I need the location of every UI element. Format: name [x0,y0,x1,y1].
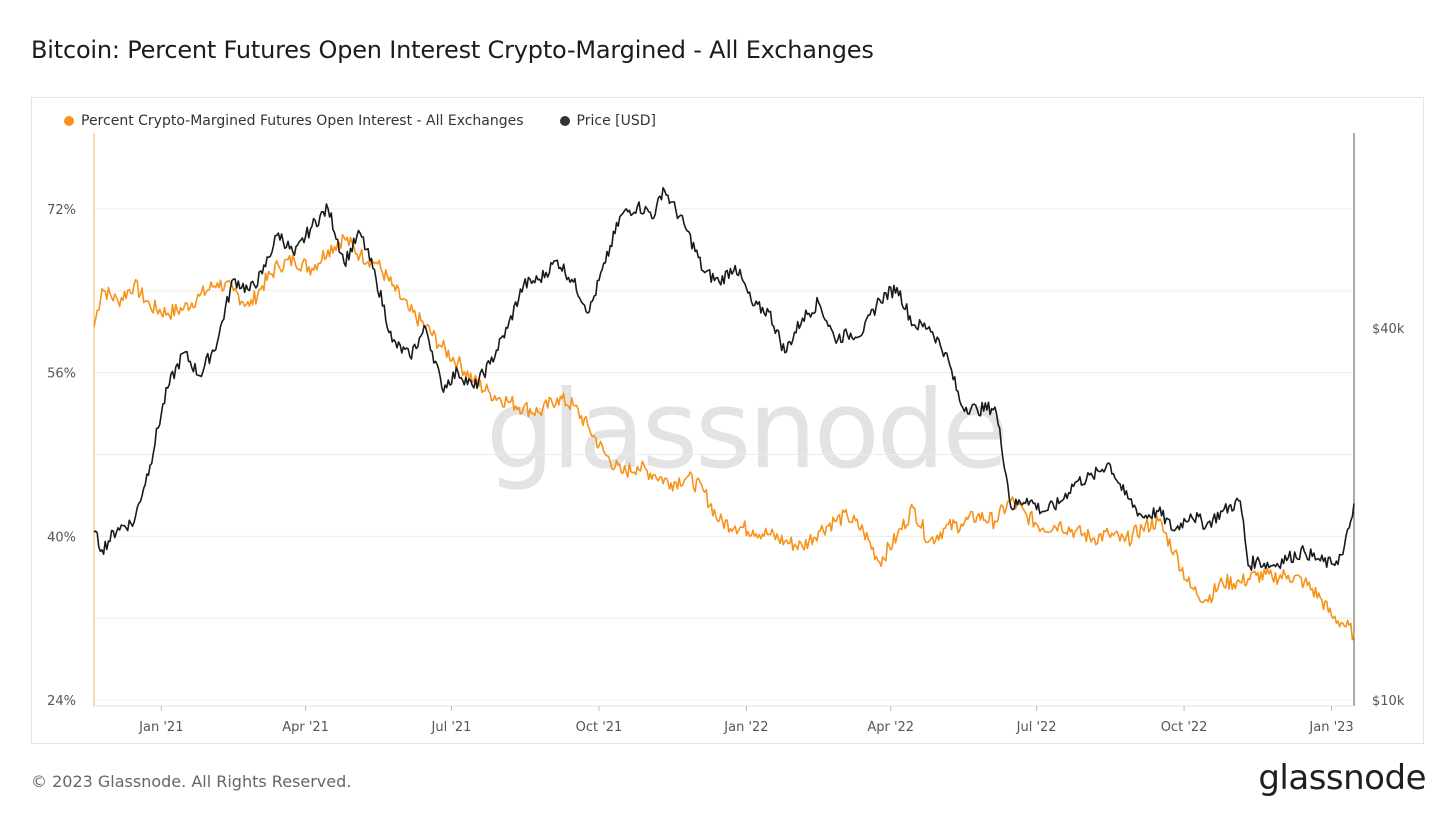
x-tick-label: Jul '21 [431,720,472,735]
chart-legend: Percent Crypto-Margined Futures Open Int… [64,111,692,131]
glassnode-logo: glassnode [1258,758,1426,798]
x-tick-label: Jul '22 [1016,720,1057,735]
x-tick-label: Jan '21 [138,720,183,735]
chart-title: Bitcoin: Percent Futures Open Interest C… [31,36,874,64]
axis-labels: 24% 40% 56% 72% $10k $40k Jan '21 Apr '21 Jul '2… [47,203,1405,735]
y-left-tick-label: 56% [47,367,76,382]
legend-label-price: Price [USD] [576,113,656,129]
series-group [93,187,1355,641]
gridlines [94,208,1354,701]
watermark: glassnode [486,368,1009,493]
legend-item-oi[interactable]: Percent Crypto-Margined Futures Open Int… [64,113,524,129]
x-tick-label: Apr '22 [867,720,914,735]
x-tick-label: Jan '23 [1308,720,1353,735]
x-tick-label: Oct '21 [576,720,623,735]
series-line-price [93,187,1355,571]
legend-dot-oi [64,116,74,126]
legend-label-oi: Percent Crypto-Margined Futures Open Int… [81,113,524,129]
series-line-oi-percent [93,233,1355,641]
y-right-tick-label: $40k [1372,322,1405,337]
legend-dot-price [559,116,570,126]
legend-item-price[interactable]: Price [USD] [559,113,656,129]
x-tick-label: Oct '22 [1161,720,1208,735]
y-left-tick-label: 40% [47,530,76,545]
x-tick-label: Apr '21 [282,720,329,735]
axes [93,133,1355,711]
y-left-tick-label: 24% [47,694,76,709]
y-left-tick-label: 72% [47,203,76,218]
y-right-tick-label: $10k [1372,694,1405,709]
x-tick-label: Jan '22 [723,720,768,735]
copyright-footer: © 2023 Glassnode. All Rights Reserved. [31,772,352,791]
chart-panel [31,97,1424,744]
